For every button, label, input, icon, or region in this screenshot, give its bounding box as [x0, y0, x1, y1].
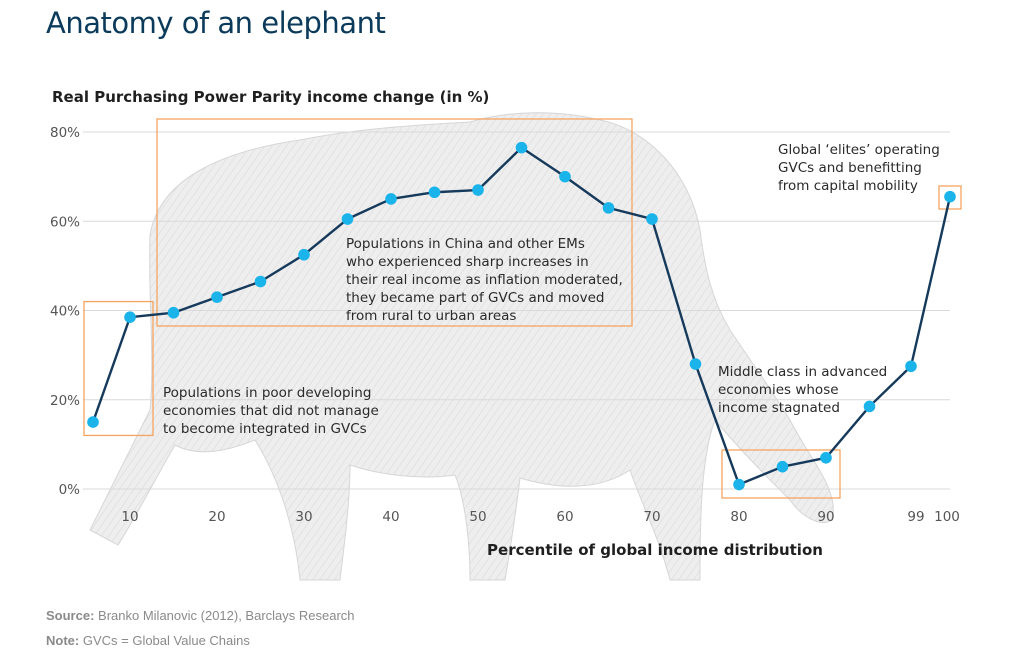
y-tick-label: 40%: [50, 304, 80, 320]
source-label: Source:: [46, 608, 95, 623]
annotation-line: their real income as inflation moderated…: [346, 272, 623, 288]
source-line: Source: Branko Milanovic (2012), Barclay…: [46, 608, 355, 623]
note-label: Note:: [46, 633, 80, 648]
x-tick-label: 90: [817, 509, 834, 525]
annotation-line: income stagnated: [718, 400, 840, 416]
elephant-silhouette: [89, 112, 834, 581]
x-tick-label: 100: [934, 509, 960, 525]
data-point: [254, 275, 267, 288]
data-point: [385, 193, 397, 205]
annotation-line: economies whose: [718, 382, 839, 398]
source-text: Branko Milanovic (2012), Barclays Resear…: [98, 608, 355, 623]
annotation-line: GVCs and benefitting: [778, 160, 922, 176]
annotation-line: Global ‘elites’ operating: [778, 142, 940, 158]
data-point: [428, 186, 441, 199]
data-point: [820, 451, 832, 464]
data-point: [944, 190, 956, 203]
note-line: Note: GVCs = Global Value Chains: [46, 633, 250, 648]
annotation-line: from rural to urban areas: [346, 308, 517, 324]
data-point: [559, 170, 571, 183]
data-point: [905, 360, 917, 373]
y-tick-label: 80%: [50, 125, 80, 141]
x-tick-label: 80: [730, 509, 747, 525]
page-title: Anatomy of an elephant: [46, 6, 386, 40]
annotation-box: [83, 300, 154, 437]
y-axis-label: Real Purchasing Power Parity income chan…: [52, 88, 490, 106]
annotation-box: [721, 449, 841, 499]
data-point: [472, 184, 484, 196]
x-axis-label: Percentile of global income distribution: [487, 541, 823, 559]
annotation-text: Middle class in advanced economies whose i…: [718, 363, 887, 417]
annotation-box: [156, 118, 633, 327]
y-tick-label: 20%: [50, 393, 80, 409]
data-point: [646, 213, 658, 225]
annotation-box: [938, 185, 962, 210]
x-tick-label: 60: [556, 509, 573, 525]
annotation-line: economies that did not manage: [163, 403, 379, 419]
annotation-text: Populations in poor developing economies …: [163, 384, 379, 438]
data-point: [124, 311, 136, 323]
annotation-line: Populations in poor developing: [163, 385, 372, 401]
annotation-line: they became part of GVCs and moved: [346, 290, 605, 306]
data-point: [689, 358, 702, 370]
x-tick-label: 40: [382, 509, 399, 525]
x-tick-label: 99: [907, 509, 924, 525]
x-tick-label: 30: [295, 509, 312, 525]
y-tick-label: 60%: [50, 214, 80, 230]
annotation-text: Global ‘elites’ operating GVCs and benefi…: [778, 141, 940, 195]
data-point: [863, 400, 876, 413]
annotation-line: to become integrated in GVCs: [163, 421, 367, 437]
x-tick-label: 70: [643, 509, 660, 525]
data-point: [515, 141, 528, 154]
data-point: [602, 202, 615, 214]
annotation-line: Middle class in advanced: [718, 364, 888, 380]
x-tick-label: 20: [208, 509, 225, 525]
annotation-line: Populations in China and other EMs: [346, 236, 585, 252]
annotation-line: from capital mobility: [778, 178, 918, 194]
data-point: [298, 248, 310, 261]
annotation-text: Populations in China and other EMs who ex…: [346, 235, 623, 325]
data-point: [211, 291, 223, 303]
data-point: [776, 460, 789, 473]
annotation-line: who experienced sharp increases in: [346, 254, 589, 270]
x-tick-label: 10: [121, 509, 138, 525]
data-point: [87, 416, 99, 428]
data-point: [733, 478, 745, 491]
x-tick-label: 50: [469, 509, 486, 525]
y-tick-label: 0%: [59, 482, 81, 498]
data-point: [167, 306, 180, 319]
elephant-chart: 0% 20% 40% 60% 80% 10 20 30 40 50 60 70 80 90 99 100: [50, 112, 962, 581]
note-text: GVCs = Global Value Chains: [82, 633, 250, 648]
data-point: [341, 213, 354, 225]
